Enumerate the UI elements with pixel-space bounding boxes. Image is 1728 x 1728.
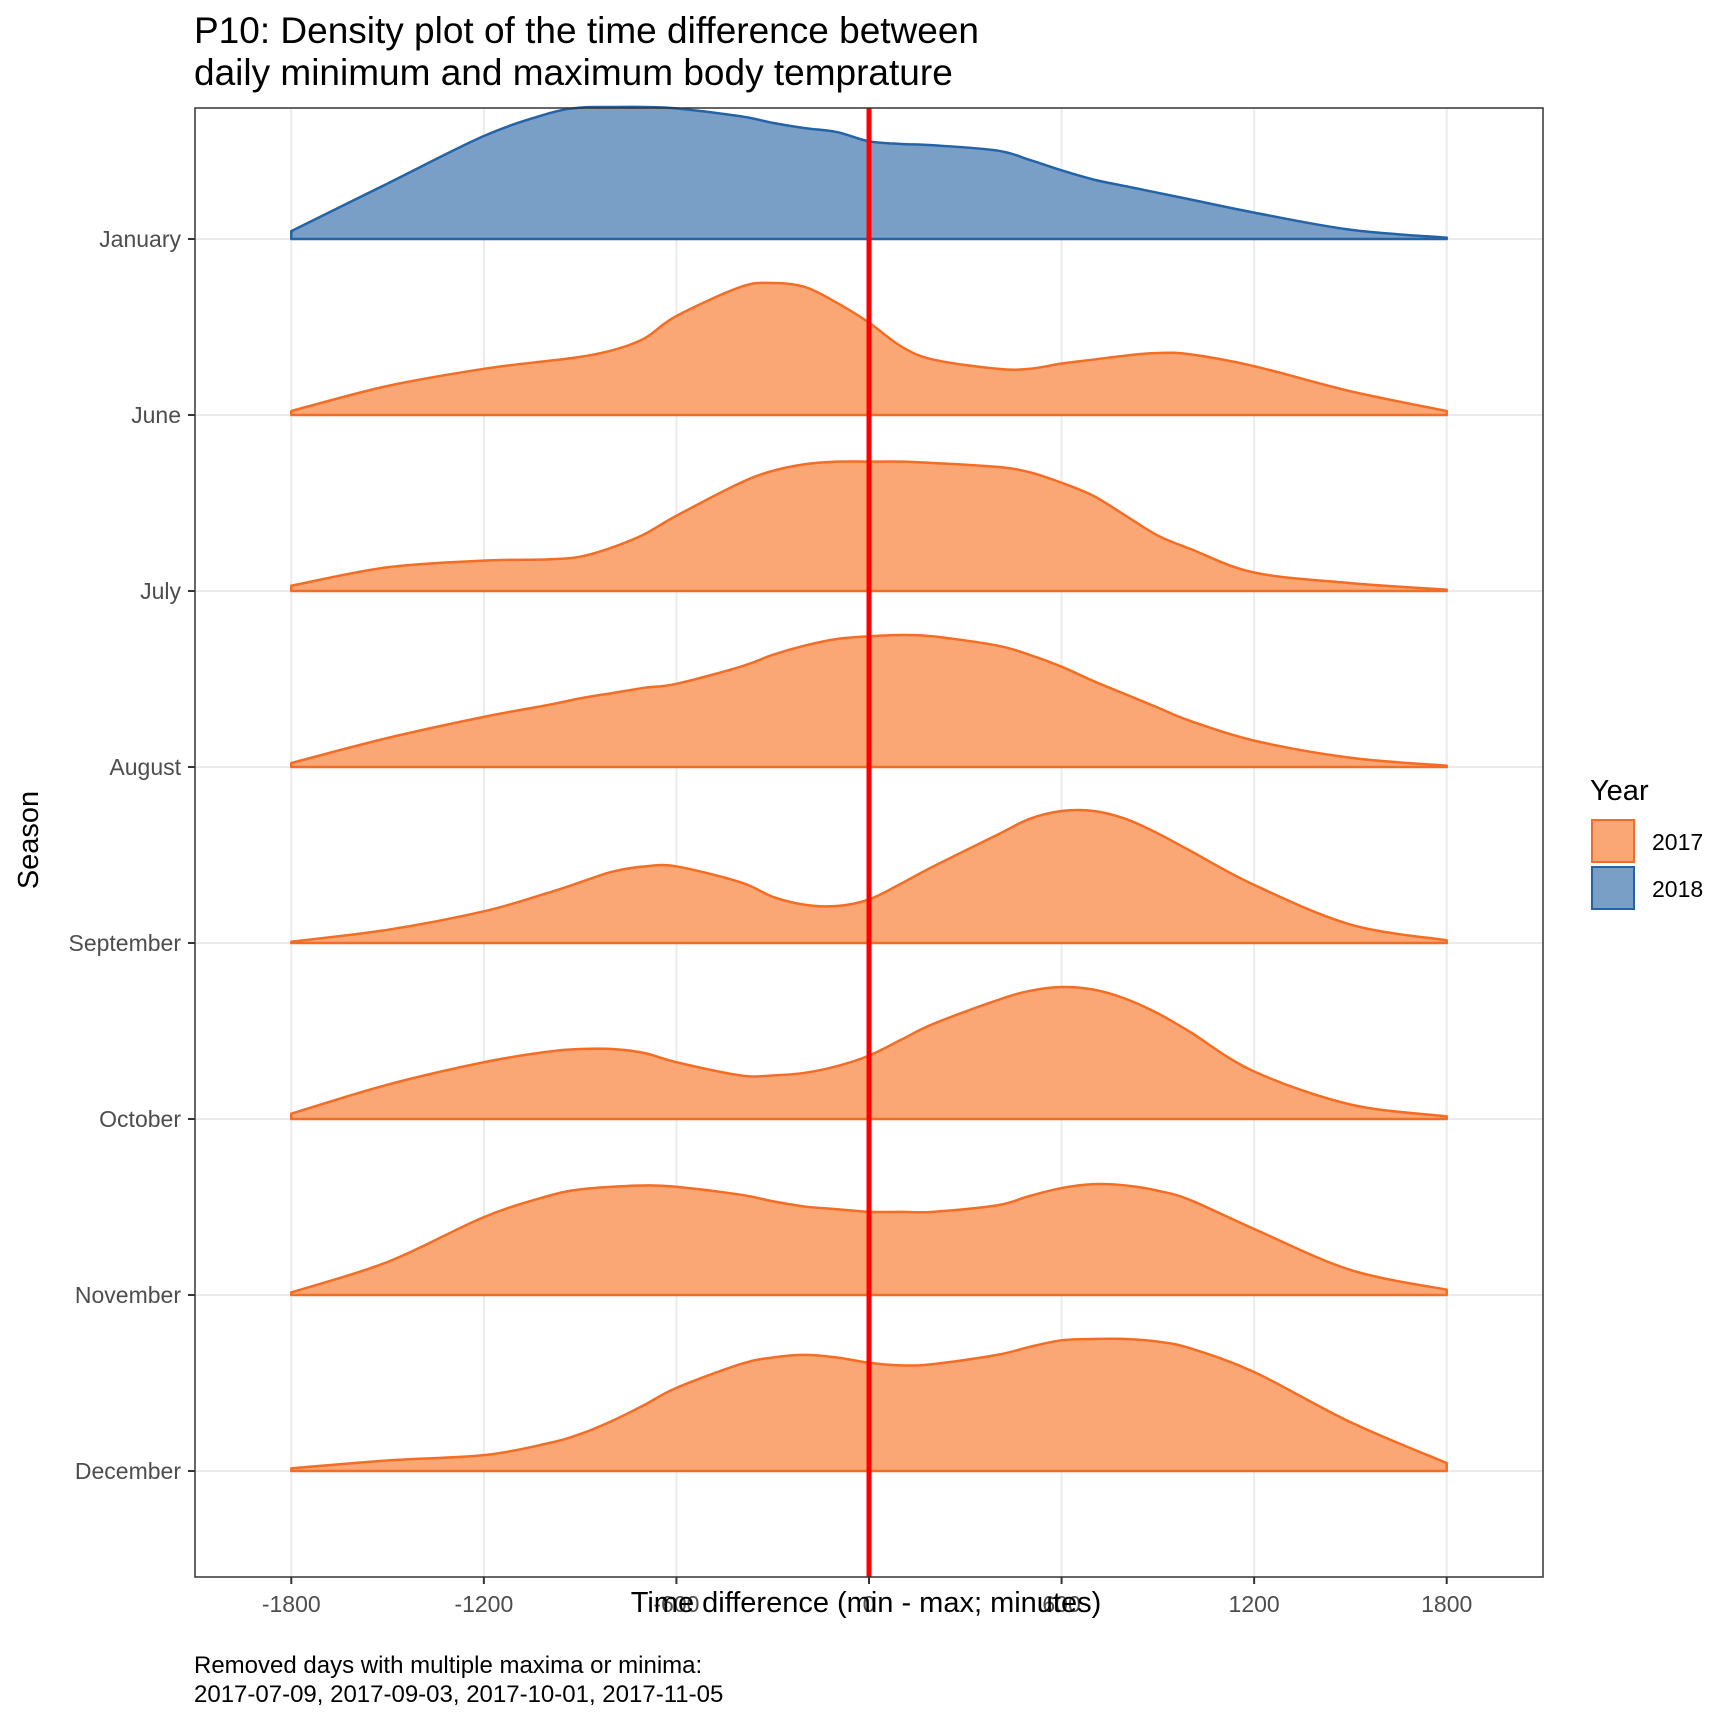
x-tick-label--600: -600 — [653, 1591, 699, 1617]
chart-title-line-2: daily minimum and maximum body tempratur… — [194, 52, 953, 93]
y-tick-label-january: January — [99, 226, 181, 252]
x-tick-label-1800: 1800 — [1421, 1591, 1472, 1617]
y-axis-title: Season — [13, 791, 45, 889]
legend-label-2017: 2017 — [1652, 829, 1703, 855]
legend-title: Year — [1590, 775, 1649, 807]
x-tick-label-0: 0 — [863, 1591, 876, 1617]
y-tick-label-july: July — [140, 578, 181, 604]
chart-title-line-1: P10: Density plot of the time difference… — [194, 10, 979, 51]
legend-key-2017 — [1591, 819, 1635, 863]
y-tick-label-october: October — [99, 1106, 181, 1132]
legend-key-2018 — [1591, 866, 1635, 910]
plot-area: -1800 -1200 -600 0 600 1200 1800 January June Jul… — [68, 105, 1544, 1617]
y-tick-label-june: June — [131, 402, 181, 428]
caption-line-1: Removed days with multiple maxima or min… — [194, 1652, 702, 1679]
x-tick-label--1200: -1200 — [454, 1591, 513, 1617]
caption-line-2: 2017-07-09, 2017-09-03, 2017-10-01, 2017… — [194, 1681, 723, 1708]
y-tick-label-december: December — [75, 1458, 181, 1484]
x-tick-label--1800: -1800 — [262, 1591, 321, 1617]
x-axis-title: Time difference (min - max; minutes) — [631, 1587, 1102, 1619]
y-tick-label-august: August — [109, 754, 181, 780]
y-tick-label-september: September — [68, 930, 181, 956]
legend-label-2018: 2018 — [1652, 876, 1703, 902]
x-tick-label-1200: 1200 — [1229, 1591, 1280, 1617]
y-tick-label-november: November — [75, 1282, 181, 1308]
x-tick-label-600: 600 — [1042, 1591, 1080, 1617]
